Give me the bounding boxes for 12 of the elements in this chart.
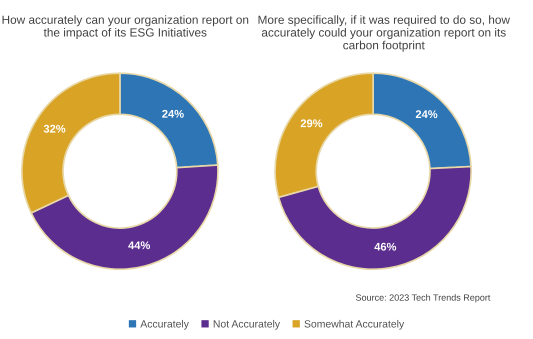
chart-title: How accurately can your organization report on the impact of its ESG Initiatives [2, 15, 248, 39]
data-label: 29% [300, 119, 322, 128]
chart-title: More specifically, if it was required to do so, how accurately could your organization report on its carbon footprint [258, 15, 510, 52]
data-label: 24% [416, 110, 438, 118]
data-label: 32% [44, 124, 66, 133]
data-label: 24% [162, 110, 184, 118]
legend-label: Somewhat Accurately [304, 320, 404, 330]
data-label: 44% [128, 241, 150, 250]
source-note: Source: 2023 Tech Trends Report [356, 294, 490, 303]
data-label: 46% [374, 242, 396, 251]
legend-label: Accurately [140, 320, 189, 330]
legend-label: Not Accurately [214, 320, 280, 330]
